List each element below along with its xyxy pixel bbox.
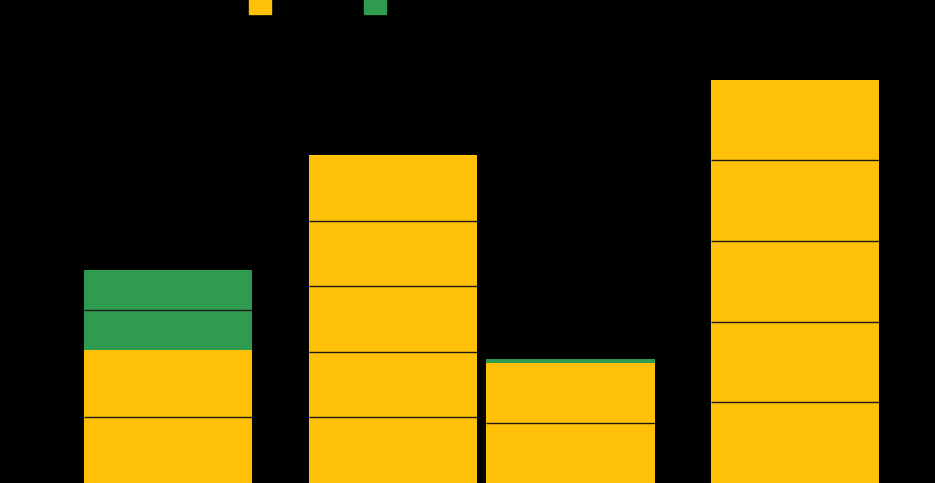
Bar [486,363,654,483]
Bar [486,359,654,363]
Bar [711,80,879,483]
Legend: Manual, Covalent: Manual, Covalent [243,0,468,21]
Bar [309,155,477,483]
Bar [84,350,252,483]
Bar [84,270,252,350]
